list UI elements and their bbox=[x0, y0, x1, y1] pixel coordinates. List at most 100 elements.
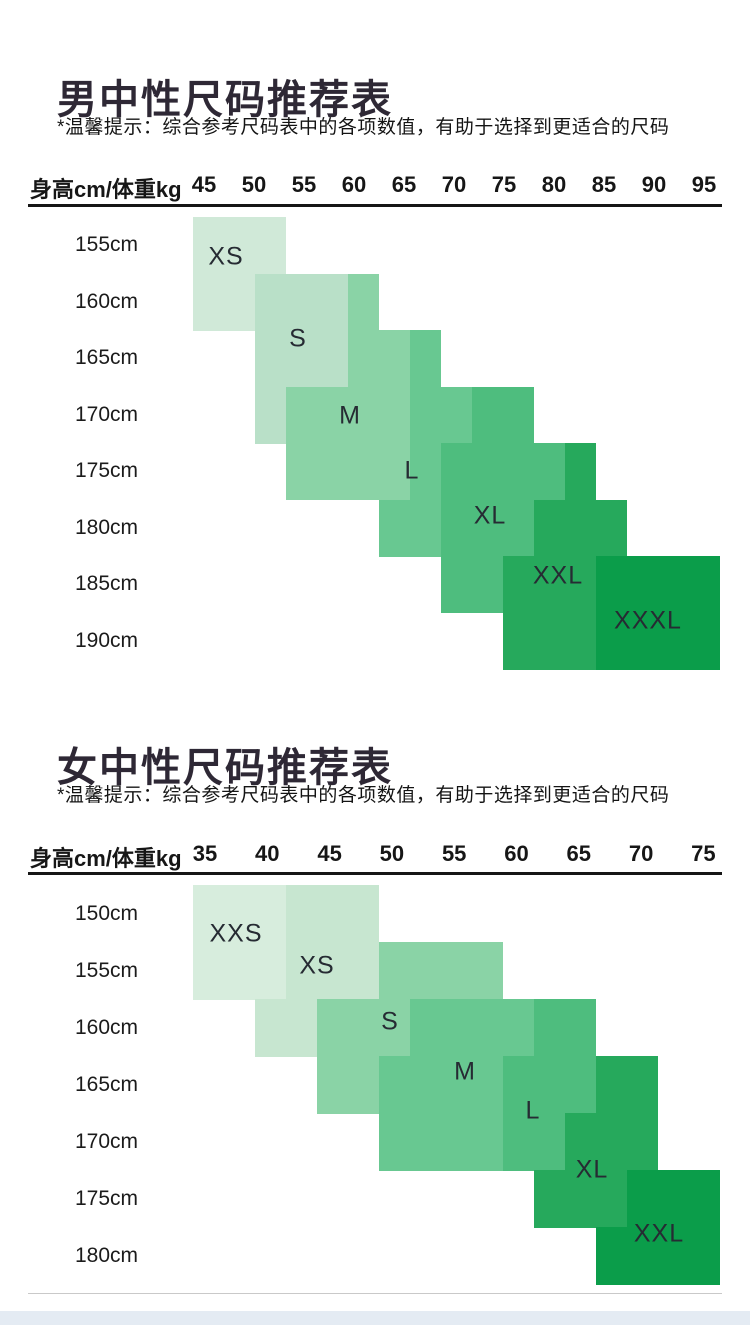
weight-tick-label: 70 bbox=[628, 841, 654, 866]
height-row-label: 165cm bbox=[74, 346, 138, 370]
weight-tick-label: 50 bbox=[379, 841, 405, 866]
mens-chart-note: *温馨提示：综合参考尺码表中的各项数值，有助于选择到更适合的尺码 bbox=[57, 117, 670, 138]
size-region-m bbox=[347, 330, 410, 388]
size-region-xxl bbox=[533, 499, 627, 557]
size-region-l bbox=[409, 443, 441, 501]
weight-tick-label: 55 bbox=[291, 172, 317, 197]
weight-tick-label: 45 bbox=[191, 172, 217, 197]
height-row-label: 160cm bbox=[74, 1015, 138, 1039]
size-region-xxl bbox=[626, 1170, 720, 1228]
weight-tick-label: 40 bbox=[255, 841, 280, 866]
size-region-m bbox=[285, 386, 410, 444]
size-region-xs bbox=[285, 885, 379, 943]
size-region-xs bbox=[192, 273, 255, 331]
weight-tick-label: 50 bbox=[241, 172, 267, 197]
height-row-label: 185cm bbox=[74, 572, 138, 596]
weight-tick-label: 65 bbox=[391, 172, 417, 197]
height-row-label: 190cm bbox=[74, 628, 138, 652]
weight-tick-label: 55 bbox=[441, 841, 467, 866]
size-label-xxs: XXS bbox=[209, 919, 263, 948]
size-region-xxl bbox=[502, 612, 596, 670]
size-label-s: S bbox=[381, 1007, 399, 1036]
womens-chart-title: 女中性尺码推荐表 bbox=[57, 745, 393, 790]
size-label-xs: XS bbox=[299, 951, 335, 980]
height-row-label: 180cm bbox=[74, 1243, 138, 1267]
size-region-xs bbox=[192, 217, 286, 275]
size-region-l bbox=[378, 499, 441, 557]
size-label-xxxl: XXXL bbox=[614, 606, 682, 635]
height-row-label: 165cm bbox=[74, 1072, 138, 1096]
weight-tick-label: 80 bbox=[541, 172, 567, 197]
size-region-xl bbox=[440, 499, 534, 557]
size-label-xl: XL bbox=[575, 1155, 609, 1184]
weight-tick-label: 65 bbox=[566, 841, 592, 866]
size-label-xxl: XXL bbox=[532, 561, 584, 590]
size-region-m bbox=[409, 999, 534, 1057]
womens-chart-note: *温馨提示：综合参考尺码表中的各项数值，有助于选择到更适合的尺码 bbox=[57, 785, 670, 806]
womens-axis-label: 身高cm/体重kg bbox=[30, 846, 182, 871]
size-region-l bbox=[409, 330, 441, 388]
height-row-label: 155cm bbox=[74, 958, 138, 982]
size-region-xl bbox=[595, 1056, 658, 1114]
weight-tick-label: 35 bbox=[192, 841, 218, 866]
weight-tick-label: 75 bbox=[691, 841, 716, 866]
height-row-label: 180cm bbox=[74, 515, 138, 539]
womens-header-divider bbox=[28, 872, 722, 875]
size-region-xxs bbox=[192, 885, 286, 943]
size-region-s bbox=[378, 942, 503, 1000]
size-label-l: L bbox=[404, 456, 420, 485]
size-label-xxl: XXL bbox=[633, 1219, 685, 1248]
size-region-m bbox=[378, 1113, 503, 1171]
height-row-label: 160cm bbox=[74, 289, 138, 313]
height-row-label: 170cm bbox=[74, 1129, 138, 1153]
weight-tick-label: 95 bbox=[691, 172, 717, 197]
weight-tick-label: 75 bbox=[491, 172, 517, 197]
size-region-xs bbox=[285, 942, 379, 1000]
weight-tick-label: 85 bbox=[591, 172, 617, 197]
size-region-xxl bbox=[595, 1227, 720, 1285]
size-region-l bbox=[409, 386, 472, 444]
size-region-s bbox=[254, 386, 286, 444]
size-region-s bbox=[254, 273, 348, 331]
mens-size-chart: 男中性尺码推荐表 *温馨提示：综合参考尺码表中的各项数值，有助于选择到更适合的尺… bbox=[28, 77, 722, 670]
size-label-s: S bbox=[289, 324, 307, 353]
weight-tick-label: 70 bbox=[441, 172, 467, 197]
size-region-xs bbox=[254, 999, 317, 1057]
mens-chart-title: 男中性尺码推荐表 bbox=[57, 77, 393, 122]
mens-axis-label: 身高cm/体重kg bbox=[30, 177, 182, 202]
size-label-l: L bbox=[525, 1096, 541, 1125]
size-region-l bbox=[502, 1056, 596, 1114]
height-row-label: 175cm bbox=[74, 459, 138, 483]
size-region-xl bbox=[471, 386, 534, 444]
height-row-label: 175cm bbox=[74, 1186, 138, 1210]
size-label-xs: XS bbox=[208, 242, 244, 271]
size-region-xl bbox=[440, 443, 565, 501]
height-row-label: 170cm bbox=[74, 402, 138, 426]
mens-header-divider bbox=[28, 204, 722, 207]
size-label-m: M bbox=[454, 1057, 476, 1086]
footer-divider-line bbox=[28, 1293, 722, 1294]
size-region-s bbox=[316, 1056, 379, 1114]
size-region-xxl bbox=[564, 443, 596, 501]
size-label-m: M bbox=[339, 401, 361, 430]
size-region-xl bbox=[533, 1170, 627, 1228]
size-region-s bbox=[316, 999, 410, 1057]
size-region-m bbox=[378, 1056, 503, 1114]
size-region-xl bbox=[440, 556, 503, 614]
size-region-xl bbox=[564, 1113, 658, 1171]
size-label-xl: XL bbox=[473, 501, 507, 530]
size-region-xxxl bbox=[595, 612, 720, 670]
height-row-label: 155cm bbox=[74, 233, 138, 257]
size-region-s bbox=[254, 330, 348, 388]
footer-band bbox=[0, 1311, 750, 1325]
size-region-m bbox=[347, 273, 379, 331]
weight-tick-label: 60 bbox=[341, 172, 367, 197]
size-region-xxxl bbox=[595, 556, 720, 614]
size-region-xxs bbox=[192, 942, 286, 1000]
size-region-l bbox=[502, 1113, 565, 1171]
height-row-label: 150cm bbox=[74, 901, 138, 925]
size-region-xxl bbox=[502, 556, 596, 614]
weight-tick-label: 45 bbox=[317, 841, 342, 866]
